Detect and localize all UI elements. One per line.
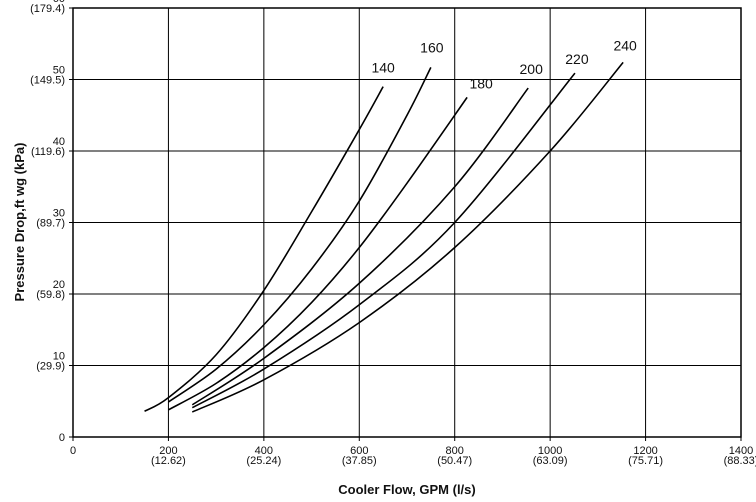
- y-tick-label: 50 (149.5): [30, 65, 65, 87]
- x-tick-label: 0: [70, 445, 76, 457]
- x-tick-label: 600 (37.85): [342, 445, 377, 467]
- y-tick-label: 30 (89.7): [36, 208, 65, 230]
- y-tick-label: 60(179.4): [30, 0, 65, 15]
- y-tick-label: 10 (29.9): [36, 351, 65, 373]
- curve-label: 160: [420, 39, 444, 55]
- curve: [191, 87, 529, 406]
- y-tick-label: 20 (59.8): [36, 279, 65, 301]
- curve-label: 140: [371, 60, 395, 76]
- curve: [191, 61, 624, 413]
- y-tick-label: 40 (119.6): [31, 136, 65, 158]
- x-tick-label: 200 (12.62): [151, 445, 186, 467]
- x-tick-label: 800 (50.47): [437, 445, 472, 467]
- curve-label: 240: [613, 37, 637, 53]
- curve-label: 180: [469, 75, 493, 91]
- curve: [167, 66, 432, 403]
- y-axis-title: Pressure Drop,ft wg (kPa): [12, 143, 27, 302]
- x-tick-label: 1400 (88.33): [724, 445, 756, 467]
- x-tick-label: 1200 (75.71): [628, 445, 663, 467]
- curve: [144, 86, 384, 412]
- y-tick-label: 0: [59, 432, 65, 444]
- plot-frame: [72, 7, 742, 438]
- curve-label: 200: [520, 61, 544, 77]
- curve-label: 220: [565, 51, 589, 67]
- x-tick-label: 400 (25.24): [246, 445, 281, 467]
- x-axis-title: Cooler Flow, GPM (l/s): [338, 482, 475, 497]
- curve: [168, 96, 468, 411]
- x-tick-label: 1000 (63.09): [533, 445, 568, 467]
- curve: [191, 72, 576, 409]
